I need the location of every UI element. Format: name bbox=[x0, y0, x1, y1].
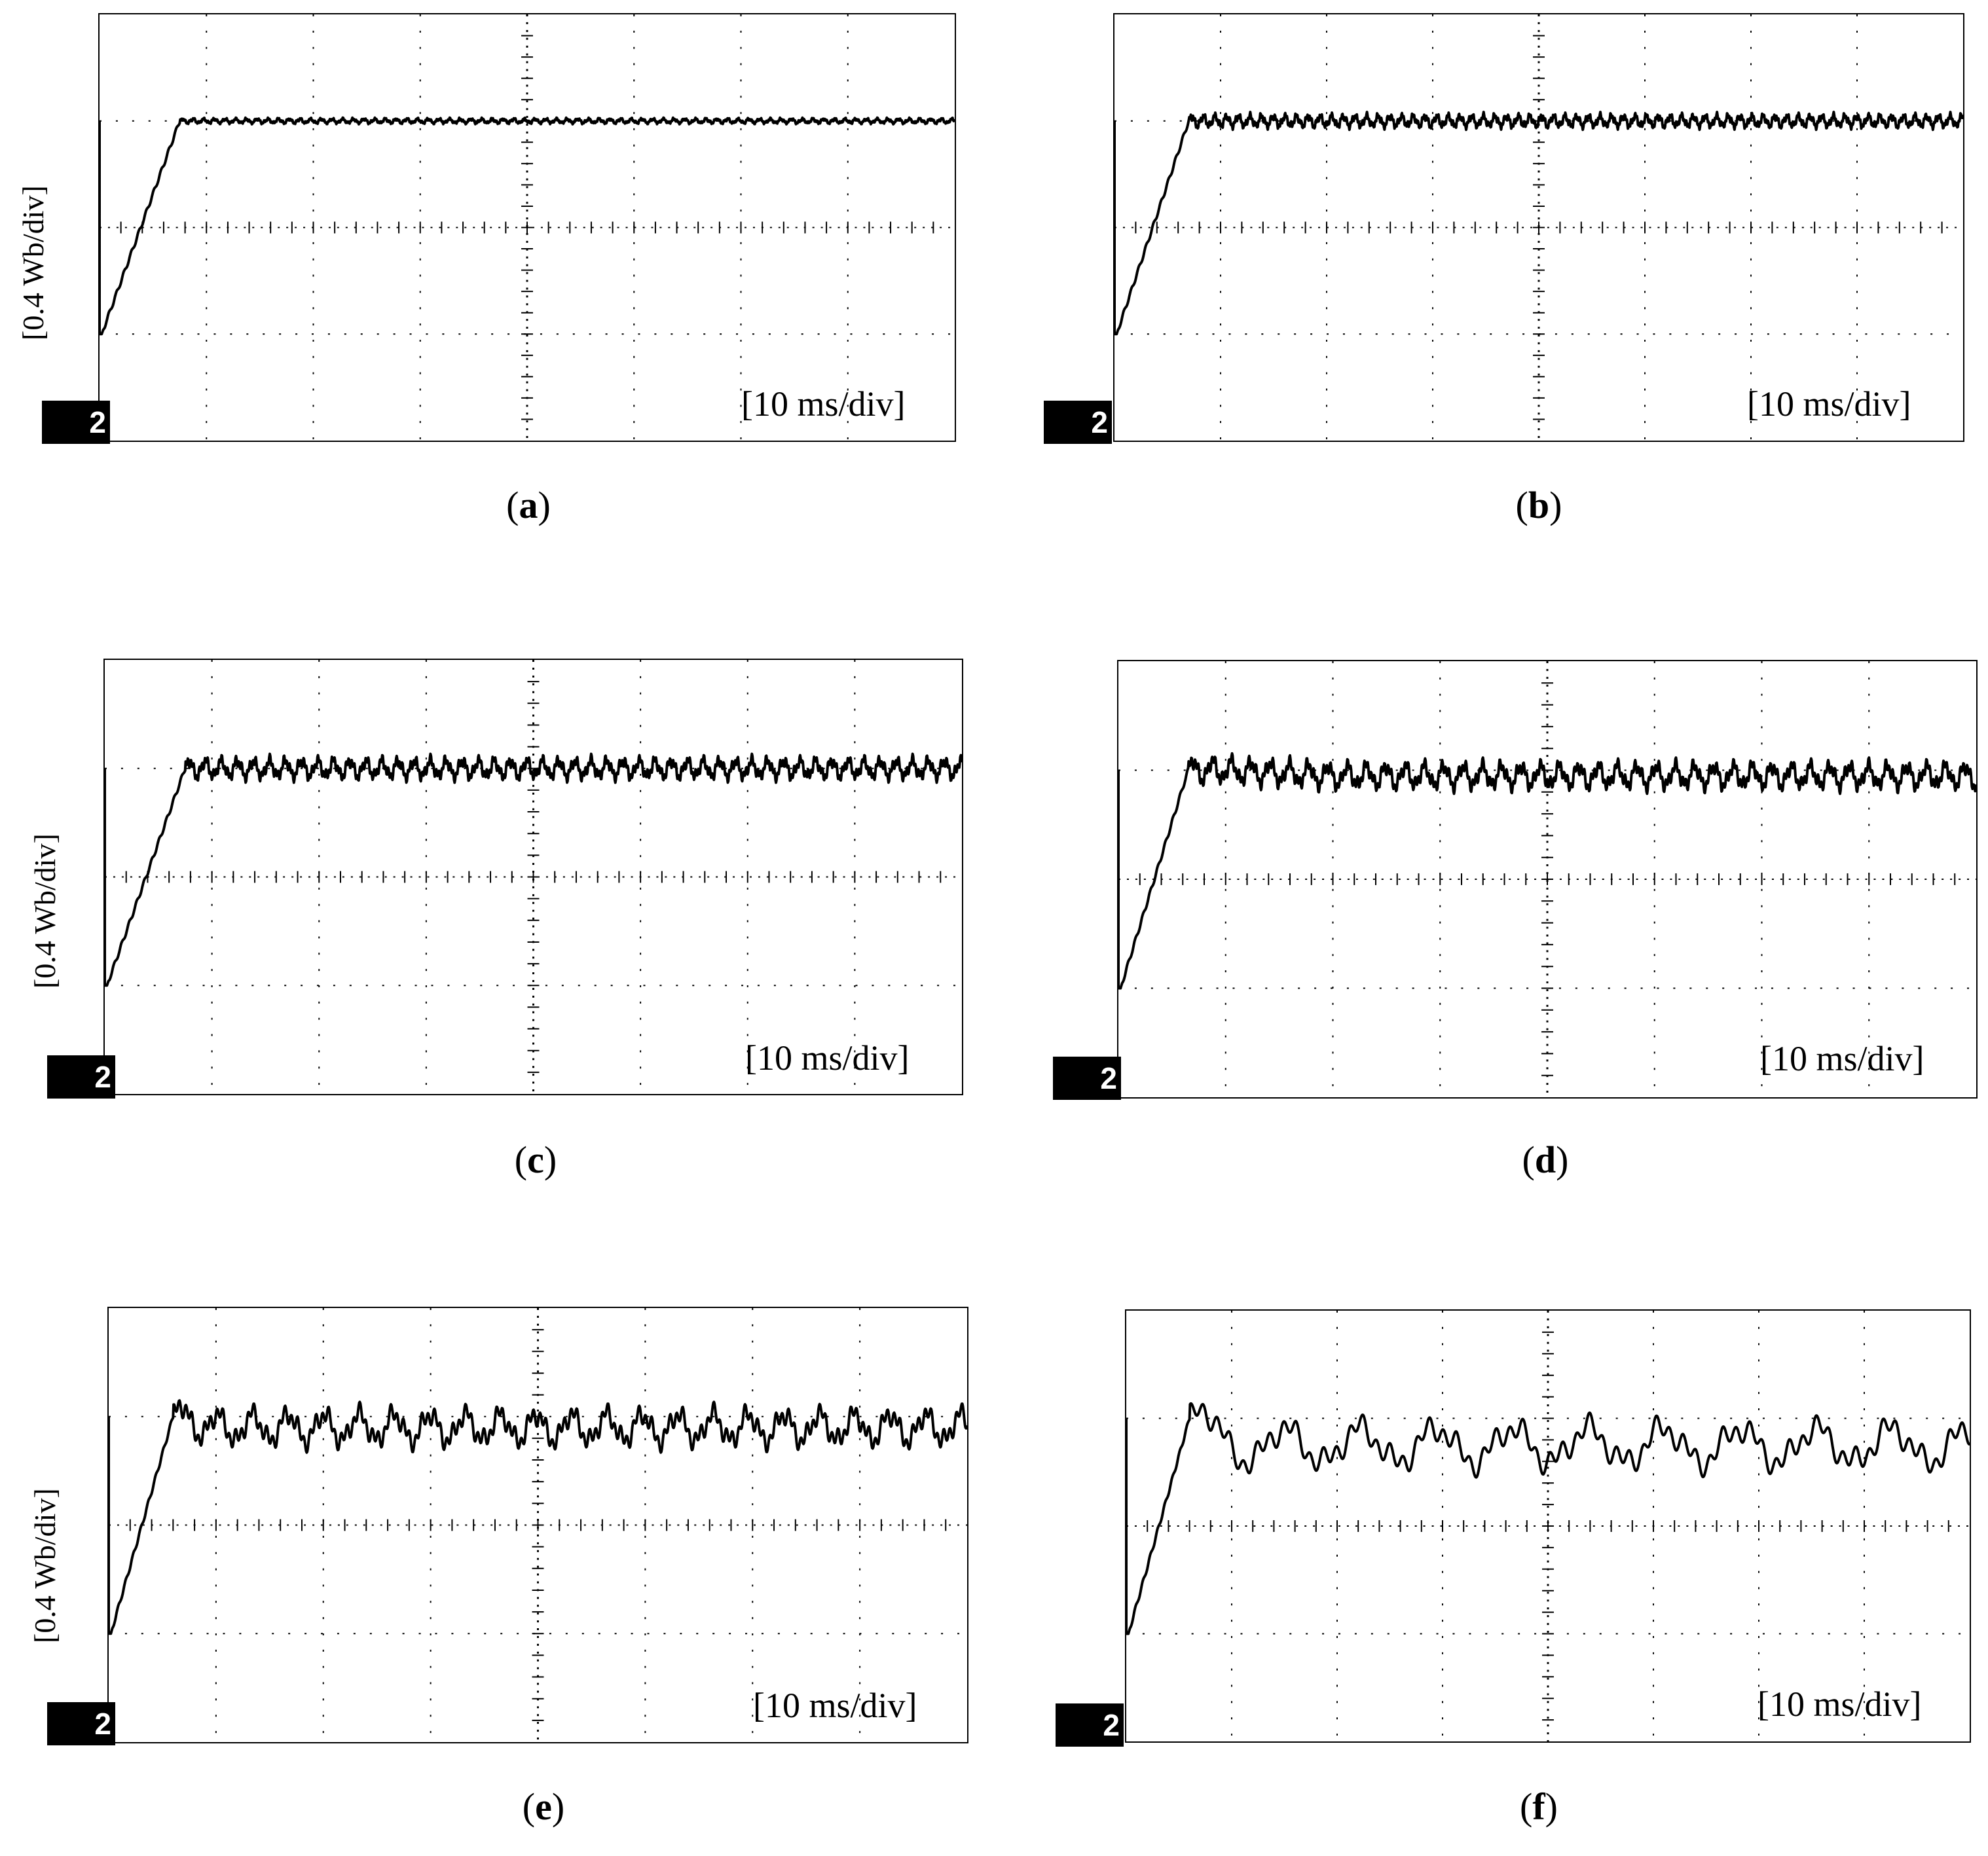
caption-letter: b bbox=[1528, 484, 1550, 526]
y-axis-label: [0.4 Wb/div] bbox=[28, 833, 62, 989]
scope-screen bbox=[1113, 13, 1964, 442]
caption-letter: e bbox=[535, 1785, 552, 1828]
x-axis-label: [10 ms/div] bbox=[753, 1686, 917, 1725]
x-axis-label: [10 ms/div] bbox=[1747, 384, 1911, 424]
x-axis-label: [10 ms/div] bbox=[1758, 1684, 1922, 1724]
panel-caption: (c) bbox=[514, 1138, 557, 1181]
channel-marker: 2 bbox=[42, 401, 110, 444]
x-axis-label: [10 ms/div] bbox=[745, 1038, 910, 1078]
scope-screen bbox=[103, 659, 963, 1095]
channel-marker: 2 bbox=[1056, 1703, 1124, 1747]
x-axis-label: [10 ms/div] bbox=[1760, 1039, 1924, 1078]
flux-trace bbox=[1126, 1402, 1970, 1635]
caption-letter: d bbox=[1534, 1138, 1556, 1181]
x-axis-label: [10 ms/div] bbox=[741, 384, 906, 424]
caption-letter: f bbox=[1532, 1785, 1545, 1828]
channel-marker: 2 bbox=[1044, 401, 1112, 444]
caption-letter: a bbox=[519, 484, 538, 526]
flux-trace bbox=[100, 116, 955, 336]
caption-letter: c bbox=[527, 1138, 544, 1181]
channel-marker: 2 bbox=[47, 1055, 115, 1099]
panel-caption: (d) bbox=[1522, 1138, 1569, 1181]
channel-marker: 2 bbox=[47, 1702, 115, 1745]
flux-trace bbox=[1114, 111, 1963, 336]
flux-trace bbox=[109, 1399, 967, 1635]
scope-plot bbox=[105, 660, 962, 1094]
scope-screen bbox=[1125, 1309, 1971, 1743]
scope-screen bbox=[98, 13, 956, 442]
flux-trace bbox=[105, 752, 962, 987]
panel-caption: (f) bbox=[1520, 1785, 1558, 1828]
y-axis-label: [0.4 Wb/div] bbox=[16, 185, 50, 340]
scope-plot bbox=[1118, 661, 1976, 1097]
scope-plot bbox=[1126, 1311, 1970, 1741]
scope-plot bbox=[100, 14, 955, 441]
y-axis-label: [0.4 Wb/div] bbox=[28, 1488, 62, 1643]
channel-marker: 2 bbox=[1053, 1057, 1121, 1100]
panel-caption: (e) bbox=[522, 1785, 565, 1828]
panel-caption: (a) bbox=[506, 484, 551, 526]
scope-screen bbox=[107, 1307, 968, 1743]
scope-screen bbox=[1117, 660, 1978, 1099]
flux-trace bbox=[1118, 752, 1976, 990]
scope-plot bbox=[109, 1308, 967, 1742]
scope-plot bbox=[1114, 14, 1963, 441]
panel-caption: (b) bbox=[1515, 484, 1562, 526]
